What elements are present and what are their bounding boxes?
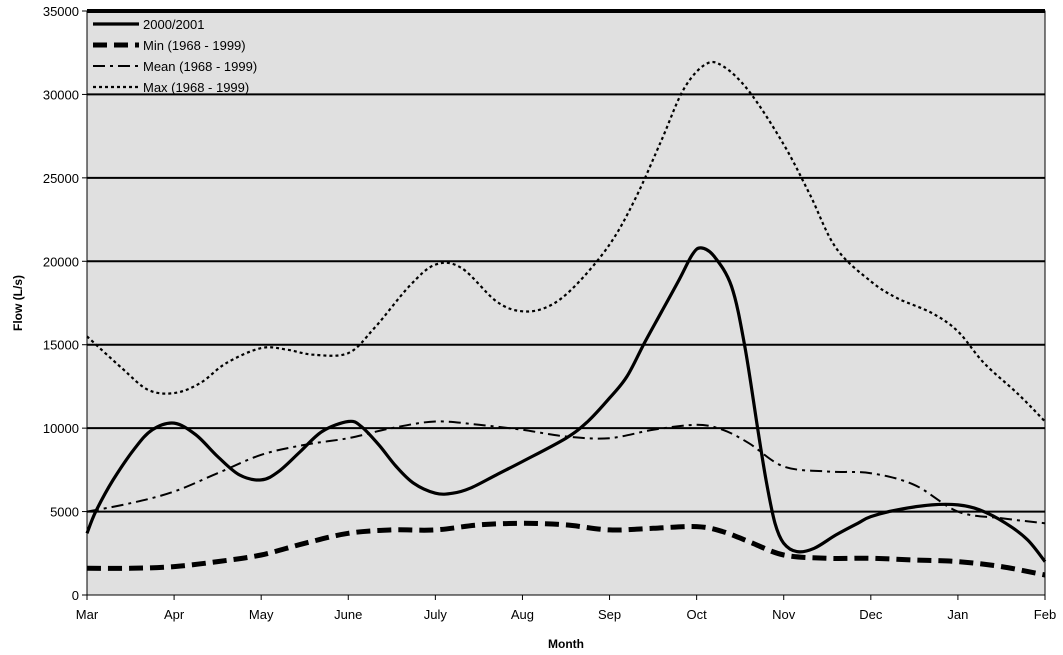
legend-label: 2000/2001 — [143, 17, 204, 32]
x-tick-label: Aug — [511, 607, 534, 622]
series-layer — [85, 60, 1047, 578]
y-tick-label: 15000 — [43, 338, 79, 353]
x-tick-label: June — [334, 607, 362, 622]
y-tick-label: 0 — [72, 588, 79, 603]
x-tick-label: Apr — [164, 607, 185, 622]
series-line-max-1968-1999 — [86, 60, 1046, 423]
y-axis-title: Flow (L/s) — [11, 275, 25, 331]
x-tick-label: Dec — [859, 607, 883, 622]
x-axis-title: Month — [548, 637, 584, 651]
x-tick-label: Jan — [947, 607, 968, 622]
x-tick-label: Oct — [687, 607, 708, 622]
legend-label: Mean (1968 - 1999) — [143, 59, 257, 74]
x-tick-label: Nov — [772, 607, 796, 622]
series-line-mean-1968-1999 — [86, 420, 1046, 525]
x-tick-label: Mar — [76, 607, 99, 622]
series-line-2000-2001 — [85, 246, 1047, 563]
y-tick-label: 5000 — [50, 505, 79, 520]
y-tick-label: 20000 — [43, 254, 79, 269]
x-tick-label: July — [424, 607, 448, 622]
y-tick-label: 25000 — [43, 171, 79, 186]
legend-label: Min (1968 - 1999) — [143, 38, 246, 53]
y-tick-label: 35000 — [43, 4, 79, 19]
legend-label: Max (1968 - 1999) — [143, 80, 249, 95]
x-tick-labels: Mar Apr May June July Aug Sep Oct Nov Dec Jan Feb — [76, 607, 1056, 622]
plot-area — [86, 10, 1046, 596]
x-tick-label: May — [249, 607, 274, 622]
y-tick-labels: 0 5000 10000 15000 20000 25000 30000 35000 — [43, 4, 79, 603]
x-tick-label: Sep — [598, 607, 621, 622]
series-line-min-1968-1999 — [86, 520, 1046, 578]
x-tick-label: Feb — [1034, 607, 1056, 622]
y-tick-label: 10000 — [43, 421, 79, 436]
y-tick-label: 30000 — [43, 87, 79, 102]
gridlines — [82, 9, 1045, 596]
legend: 2000/2001 Min (1968 - 1999) Mean (1968 - 1… — [93, 17, 257, 95]
axes — [86, 11, 1046, 600]
